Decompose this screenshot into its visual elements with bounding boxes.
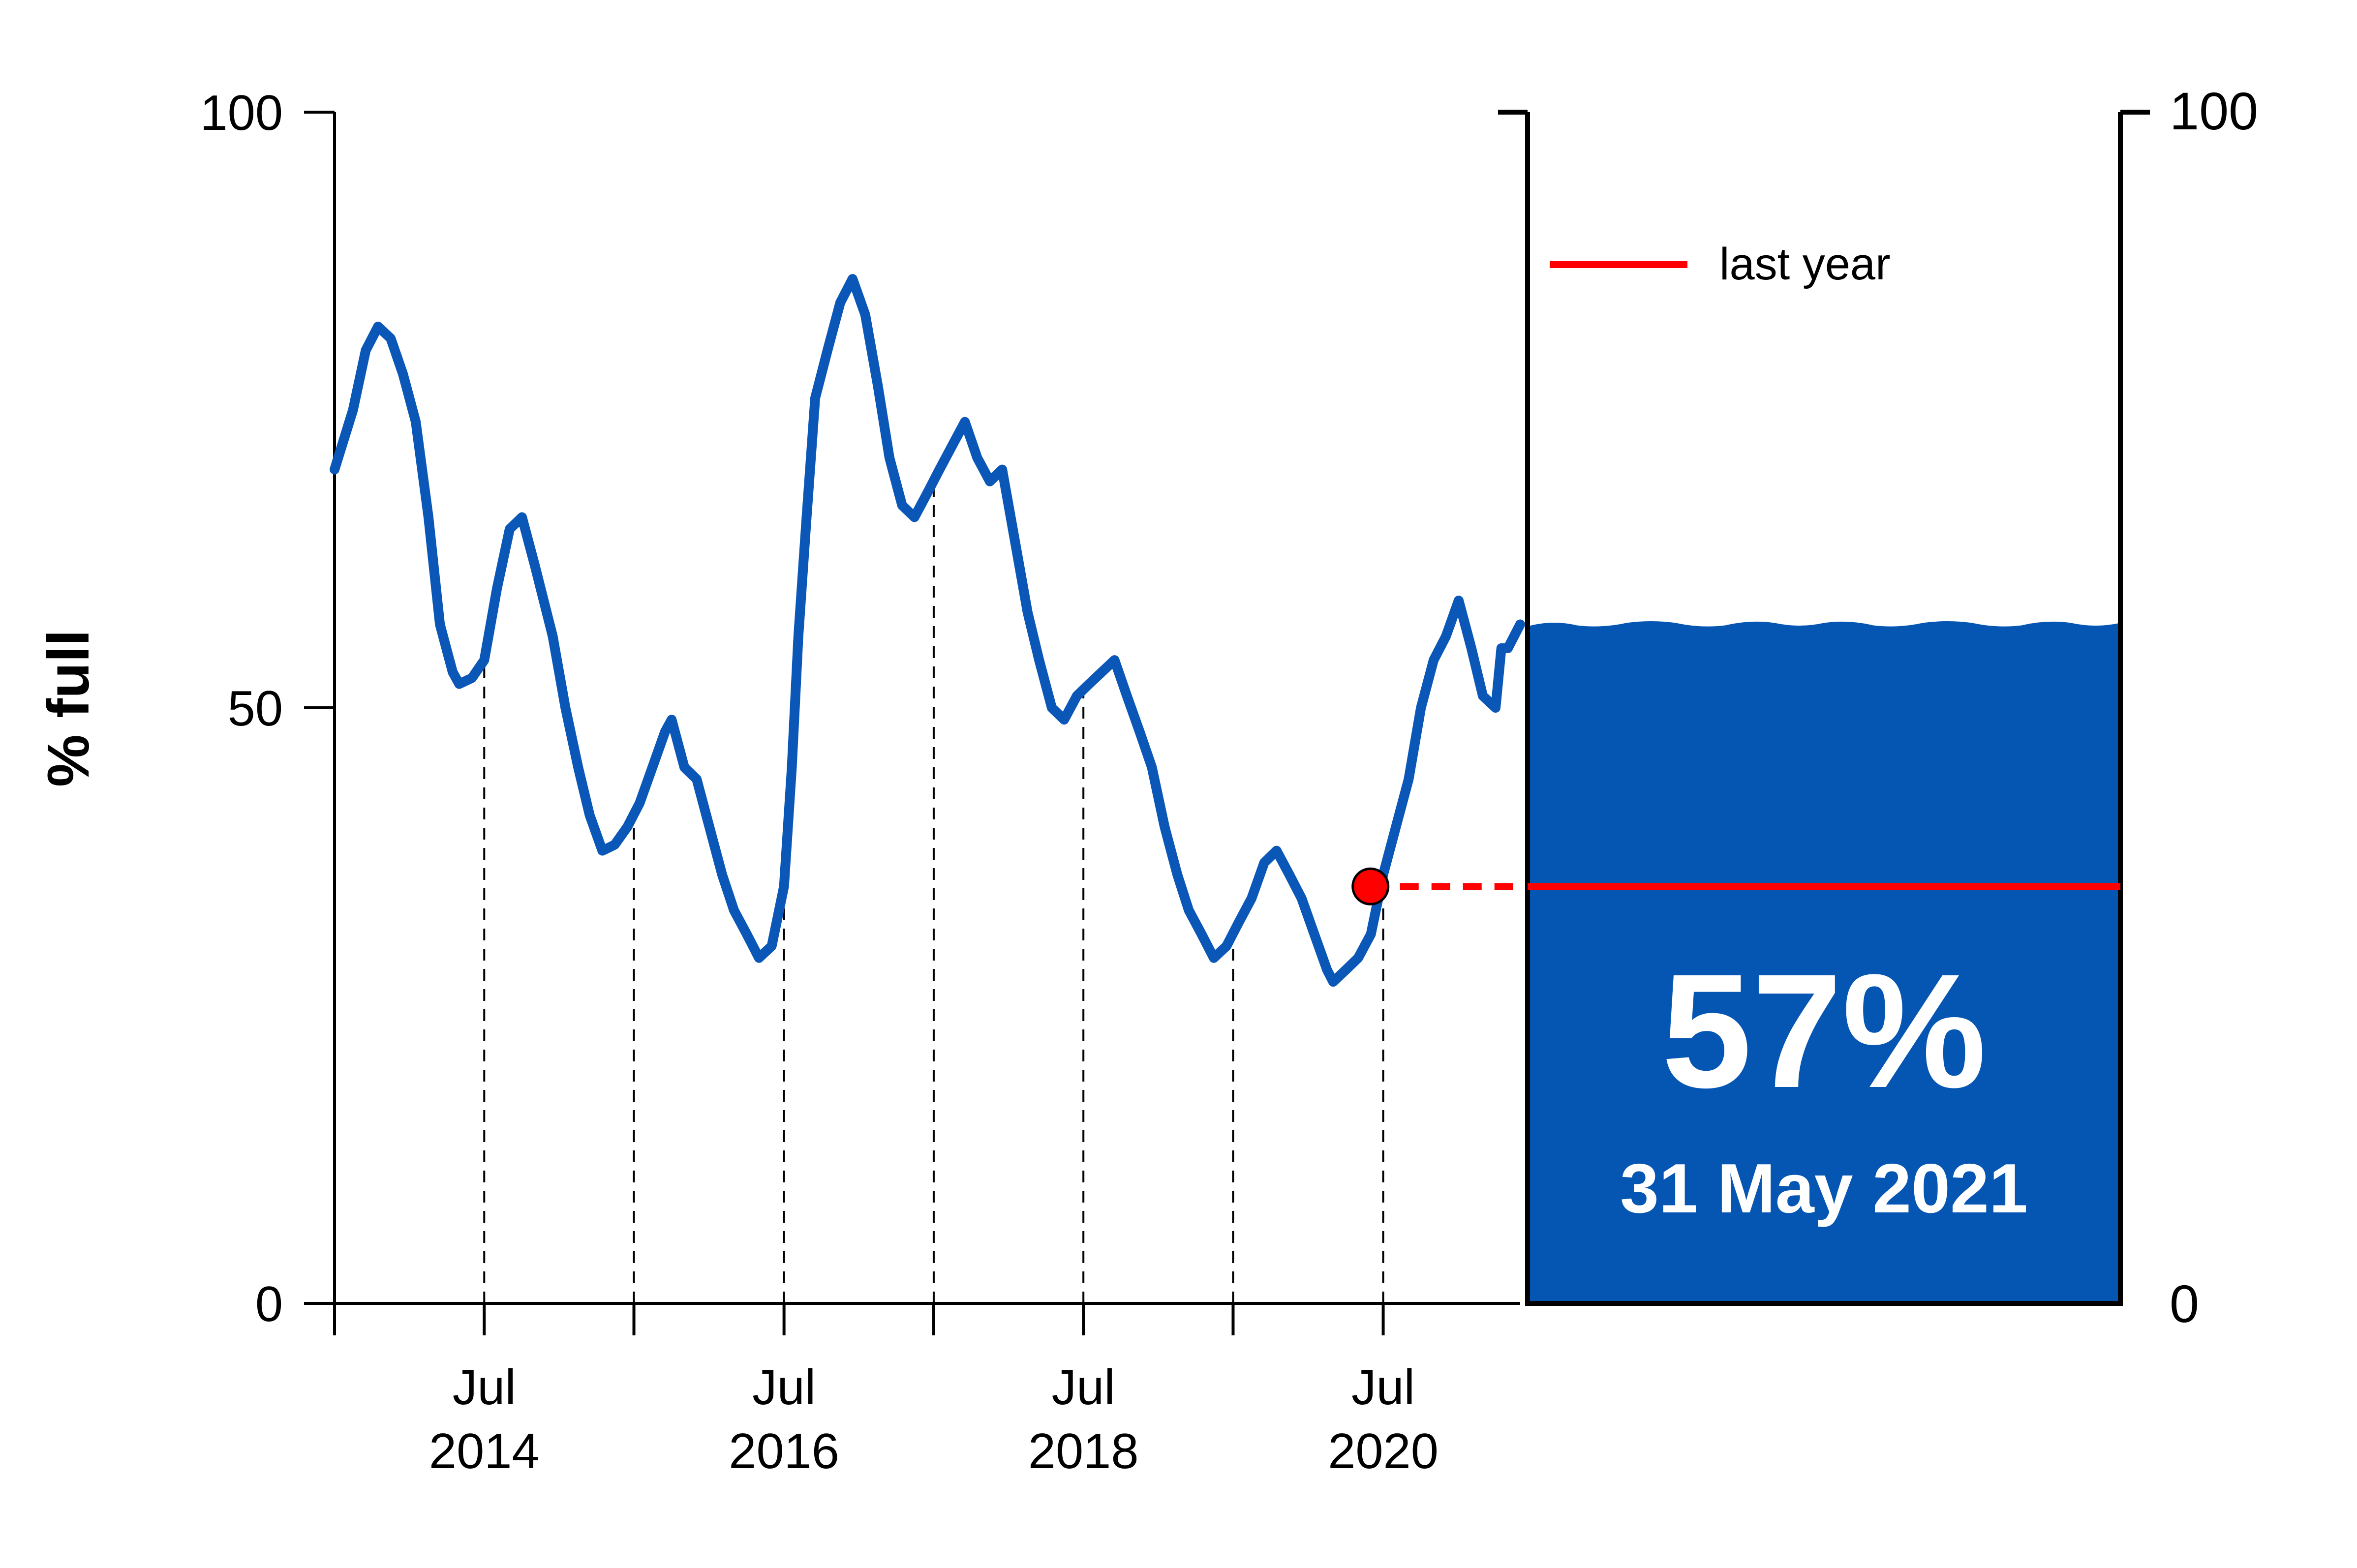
x-tick-label-year: 2020 [1328, 1424, 1439, 1479]
legend-label: last year [1719, 239, 1891, 289]
x-tick-label-year: 2014 [429, 1424, 540, 1479]
last-year-marker [1351, 867, 1390, 905]
x-tick-label-month: Jul [752, 1360, 816, 1415]
gauge-percent-label: 57% [1661, 940, 1986, 1121]
storage-series-line [330, 274, 1525, 987]
x-tick-label-month: Jul [1052, 1360, 1115, 1415]
time-axis: 0 50 100 Jul 2014 Jul 2016 Jul 2018 Jul 2020 [200, 86, 1520, 1479]
y-tick-label: 0 [255, 1277, 283, 1332]
x-tick-label-month: Jul [453, 1360, 516, 1415]
y-tick-label: 50 [228, 681, 283, 736]
level-gauge: 100 0 last year 57% 31 May 2021 [1498, 81, 2258, 1333]
vertical-guide-lines [483, 481, 1384, 1303]
x-tick-label-year: 2018 [1028, 1424, 1139, 1479]
y-axis-label: % full [35, 630, 101, 787]
gauge-tick-label-top: 100 [2170, 81, 2258, 141]
series-layer [330, 274, 1528, 987]
gauge-date-label: 31 May 2021 [1620, 1149, 2028, 1228]
x-tick-label-month: Jul [1351, 1360, 1415, 1415]
y-tick-label: 100 [200, 86, 283, 141]
x-tick-label-year: 2016 [729, 1424, 839, 1479]
gauge-fill [1528, 621, 2120, 1303]
gauge-tick-label-bottom: 0 [2170, 1274, 2199, 1333]
